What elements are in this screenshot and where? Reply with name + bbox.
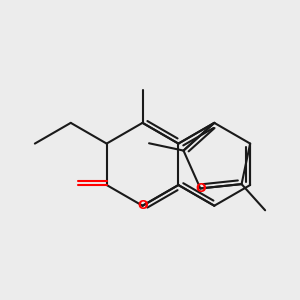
Text: O: O (137, 199, 148, 212)
Text: O: O (195, 182, 206, 195)
